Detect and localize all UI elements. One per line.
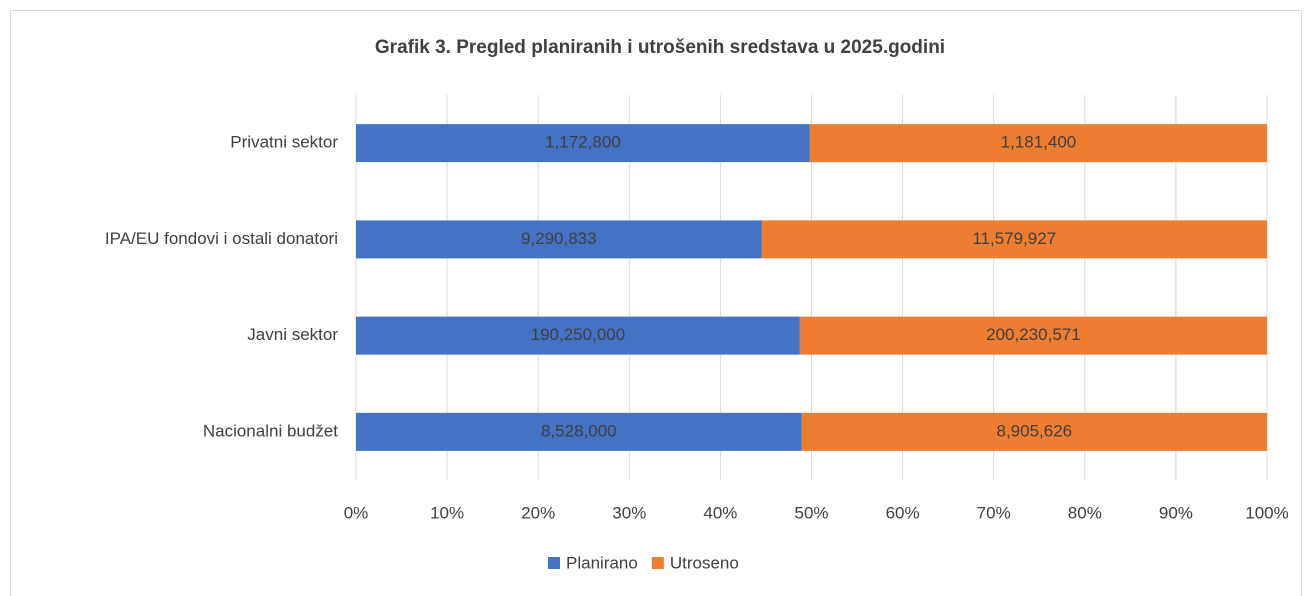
x-tick-label: 100% bbox=[1245, 503, 1288, 522]
data-label: 8,528,000 bbox=[541, 421, 617, 440]
legend-swatch bbox=[651, 557, 664, 569]
y-tick-label: Nacionalni budžet bbox=[203, 421, 338, 440]
bar-segment bbox=[356, 220, 762, 259]
bar-segment bbox=[799, 316, 1267, 355]
x-tick-label: 70% bbox=[977, 503, 1011, 522]
x-tick-label: 90% bbox=[1159, 503, 1193, 522]
bar-segment bbox=[761, 220, 1267, 259]
data-label: 1,181,400 bbox=[1001, 133, 1077, 152]
data-label: 8,905,626 bbox=[996, 421, 1072, 440]
y-tick-label: IPA/EU fondovi i ostali donatori bbox=[105, 229, 338, 248]
legend-label: Planirano bbox=[566, 553, 638, 572]
data-label: 190,250,000 bbox=[531, 325, 626, 344]
bar-segment bbox=[356, 412, 802, 451]
x-tick-label: 0% bbox=[344, 503, 369, 522]
y-tick-label: Javni sektor bbox=[247, 325, 338, 344]
x-tick-label: 10% bbox=[430, 503, 464, 522]
x-tick-label: 30% bbox=[612, 503, 646, 522]
x-tick-label: 80% bbox=[1068, 503, 1102, 522]
x-tick-label: 60% bbox=[886, 503, 920, 522]
data-label: 11,579,927 bbox=[972, 229, 1056, 248]
data-label: 1,172,800 bbox=[545, 133, 621, 152]
y-tick-label: Privatni sektor bbox=[230, 133, 338, 152]
chart-frame bbox=[10, 10, 1302, 596]
chart-title: Grafik 3. Pregled planiranih i utrošenih… bbox=[375, 37, 945, 58]
legend-swatch bbox=[548, 557, 560, 569]
bar-segment bbox=[356, 124, 810, 163]
x-tick-label: 20% bbox=[521, 503, 555, 522]
bar-segment bbox=[809, 124, 1267, 163]
bar-segment bbox=[801, 412, 1267, 451]
legend-label: Utroseno bbox=[670, 553, 739, 572]
x-tick-label: 50% bbox=[794, 503, 828, 522]
x-tick-label: 40% bbox=[703, 503, 737, 522]
data-label: 9,290,833 bbox=[521, 229, 597, 248]
data-label: 200,230,571 bbox=[986, 325, 1081, 344]
bar-segment bbox=[356, 316, 800, 355]
